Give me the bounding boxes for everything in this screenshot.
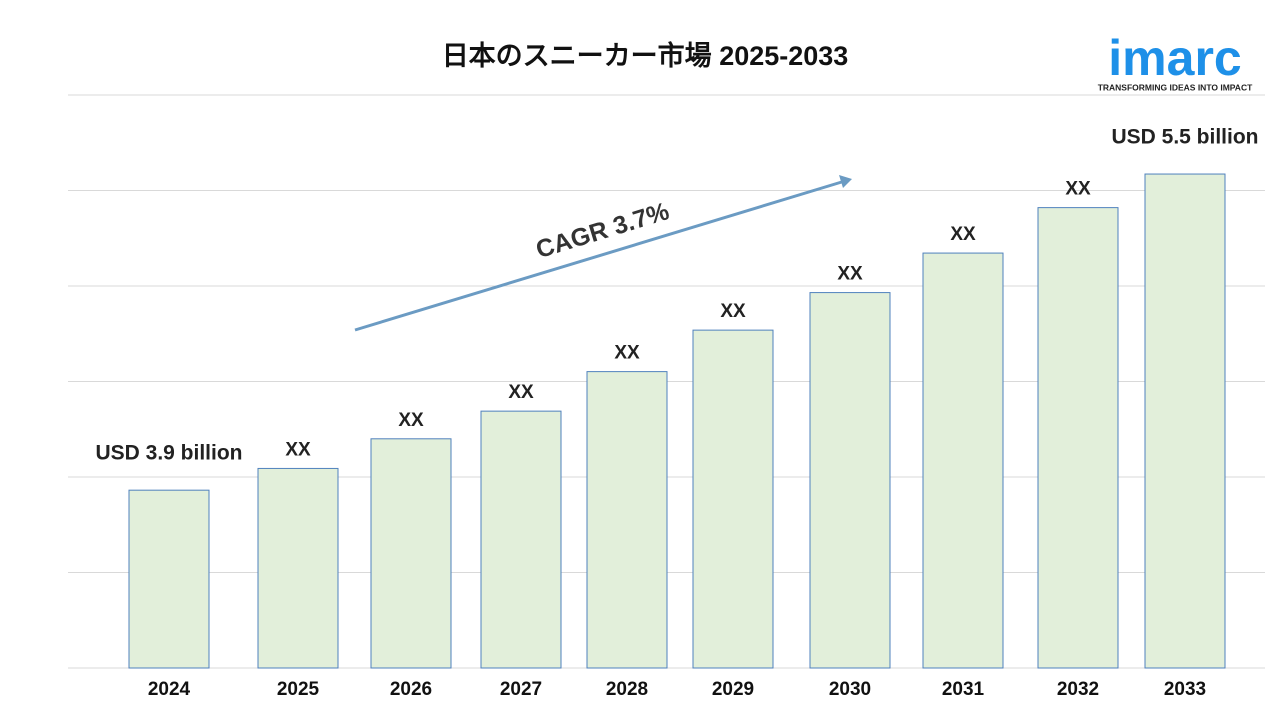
x-tick-label: 2026	[390, 679, 432, 700]
bar	[809, 292, 891, 669]
cagr-arrowhead	[839, 175, 852, 188]
x-tick-label: 2033	[1164, 679, 1206, 700]
bar	[1144, 173, 1226, 669]
bar	[586, 371, 668, 669]
data-label: XX	[837, 264, 863, 285]
bar	[1037, 207, 1119, 669]
data-label: XX	[398, 410, 424, 431]
data-label: XX	[508, 382, 534, 403]
cagr-arrow	[354, 179, 846, 332]
bar	[480, 410, 562, 669]
x-tick-label: 2029	[712, 679, 754, 700]
data-label: XX	[950, 224, 976, 245]
bar	[922, 252, 1004, 669]
x-tick-label: 2030	[829, 679, 871, 700]
logo: imarc TRANSFORMING IDEAS INTO IMPACT	[1098, 30, 1253, 92]
logo-tagline: TRANSFORMING IDEAS INTO IMPACT	[1098, 82, 1253, 92]
data-label: XX	[285, 439, 311, 460]
x-tick-label: 2027	[500, 679, 542, 700]
bar	[692, 329, 774, 669]
data-label: XX	[1065, 179, 1091, 200]
bar	[257, 467, 339, 669]
chart-title: 日本のスニーカー市場 2025-2033	[442, 40, 849, 71]
data-label: USD 3.9 billion	[95, 442, 242, 465]
data-label: XX	[614, 343, 640, 364]
data-label: USD 5.5 billion	[1111, 126, 1258, 149]
x-tick-label: 2031	[942, 679, 985, 700]
logo-name: imarc	[1108, 30, 1241, 86]
x-tick-label: 2024	[148, 679, 191, 700]
x-tick-label: 2028	[606, 679, 648, 700]
bar	[128, 489, 210, 669]
x-tick-label: 2032	[1057, 679, 1099, 700]
data-label: XX	[720, 301, 746, 322]
x-tick-label: 2025	[277, 679, 320, 700]
bar	[370, 438, 452, 669]
